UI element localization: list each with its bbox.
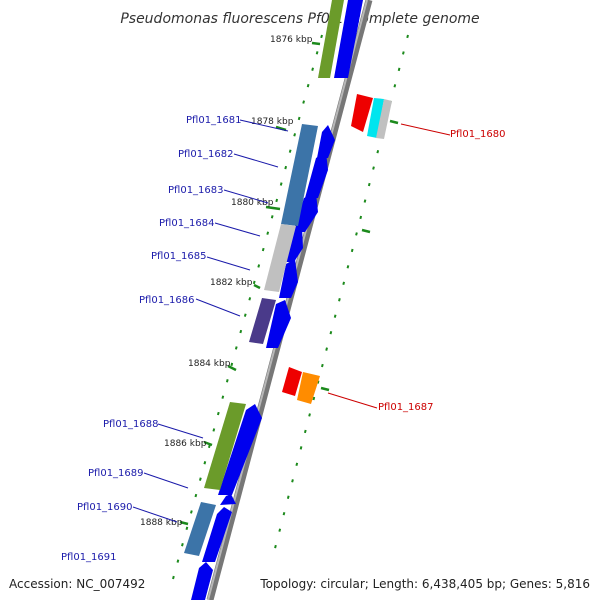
genome-stats: Topology: circular; Length: 6,438,405 bp… bbox=[260, 577, 590, 591]
gene-label[interactable]: Pfl01_1688 bbox=[103, 419, 159, 430]
gene-box bbox=[184, 502, 216, 556]
gene-box bbox=[249, 298, 276, 344]
gene-box bbox=[351, 94, 373, 132]
gene-box bbox=[281, 124, 318, 226]
accession-text: Accession: NC_007492 bbox=[9, 577, 146, 591]
forward-strand-genes bbox=[191, 0, 363, 600]
gene-label[interactable]: Pfl01_1680 bbox=[450, 129, 506, 140]
gene-arrow bbox=[266, 300, 291, 348]
gene-arrow bbox=[334, 0, 363, 78]
gene-arrow bbox=[220, 494, 236, 505]
gene-arrow bbox=[191, 562, 213, 600]
kbp-label: 1876 kbp bbox=[270, 35, 313, 45]
gene-labels-left: Pfl01_1681 Pfl01_1682 Pfl01_1683 Pfl01_1… bbox=[61, 115, 242, 563]
right-ring-ticks bbox=[320, 119, 399, 392]
gene-arrow bbox=[279, 259, 298, 298]
gene-box bbox=[367, 98, 384, 138]
kbp-label: 1882 kbp bbox=[210, 278, 253, 288]
genome-backbone bbox=[206, 0, 373, 600]
gene-label[interactable]: Pfl01_1686 bbox=[139, 295, 195, 306]
gene-box bbox=[264, 224, 296, 292]
gene-label[interactable]: Pfl01_1685 bbox=[151, 251, 207, 262]
gene-label[interactable]: Pfl01_1683 bbox=[168, 185, 224, 196]
gene-box bbox=[282, 367, 302, 396]
gene-label[interactable]: Pfl01_1684 bbox=[159, 218, 215, 229]
gene-label[interactable]: Pfl01_1681 bbox=[186, 115, 242, 126]
gene-box bbox=[204, 402, 246, 490]
gene-label[interactable]: Pfl01_1687 bbox=[378, 402, 434, 413]
gene-labels-right: Pfl01_1680 Pfl01_1687 bbox=[378, 129, 506, 413]
gene-arrow bbox=[202, 507, 232, 562]
cog-genes bbox=[184, 0, 344, 556]
gene-box bbox=[318, 0, 344, 78]
kbp-label: 1886 kbp bbox=[164, 439, 207, 449]
gene-label[interactable]: Pfl01_1682 bbox=[178, 149, 234, 160]
gene-label[interactable]: Pfl01_1689 bbox=[88, 468, 144, 479]
gene-arrow bbox=[305, 152, 328, 198]
kbp-label: 1888 kbp bbox=[140, 518, 183, 528]
kbp-label: 1878 kbp bbox=[251, 117, 294, 127]
gene-label[interactable]: Pfl01_1690 bbox=[77, 502, 133, 513]
kbp-label: 1884 kbp bbox=[188, 359, 231, 369]
gene-arrow bbox=[293, 193, 318, 232]
reverse-strand-genes bbox=[282, 94, 392, 404]
map-title: Pseudomonas fluorescens Pf0-1, complete … bbox=[120, 11, 479, 27]
kbp-ticks bbox=[179, 41, 321, 526]
label-connectors-left bbox=[132, 119, 289, 523]
gene-label[interactable]: Pfl01_1691 bbox=[61, 552, 117, 563]
gene-arrow bbox=[218, 404, 262, 495]
label-connectors-right bbox=[327, 123, 451, 409]
kbp-label: 1880 kbp bbox=[231, 198, 274, 208]
gene-box bbox=[376, 99, 392, 139]
gene-box bbox=[297, 372, 320, 404]
gene-arrow bbox=[317, 125, 335, 158]
